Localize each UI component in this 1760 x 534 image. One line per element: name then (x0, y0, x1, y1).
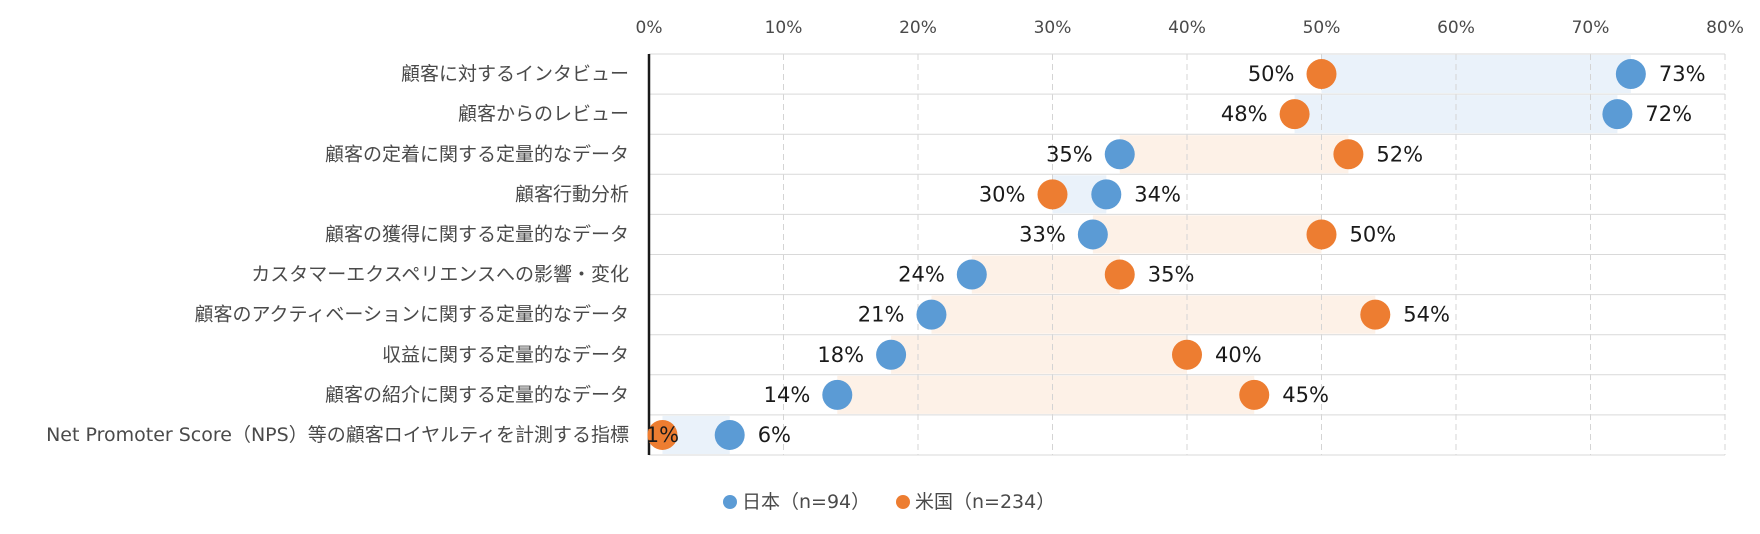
x-tick-label: 0% (636, 18, 663, 38)
legend: 日本（n=94） 米国（n=234） (723, 491, 1055, 513)
us-value-label: 40% (1215, 343, 1262, 367)
us-legend-label: 米国（n=234） (915, 491, 1055, 513)
category-labels: 顧客に対するインタビュー顧客からのレビュー顧客の定着に関する定量的なデータ顧客行… (46, 63, 629, 446)
japan-value-label: 14% (764, 383, 811, 407)
difference-band (837, 375, 1255, 414)
us-marker (1279, 99, 1310, 130)
us-value-label: 52% (1376, 142, 1423, 166)
value-labels: 50% 73% 48% 72% 35% 52% 30% 34% 33% 50% 24% 35% 21% 5… (646, 62, 1706, 447)
difference-band (891, 335, 1187, 374)
japan-value-label: 73% (1659, 62, 1706, 86)
japan-marker (1077, 219, 1108, 250)
japan-marker (916, 299, 947, 330)
us-value-label: 54% (1403, 303, 1450, 327)
category-label: 顧客の定着に関する定量的なデータ (325, 143, 629, 165)
difference-band (971, 255, 1120, 294)
us-marker (1104, 259, 1135, 290)
japan-marker (1104, 139, 1135, 170)
us-marker (1306, 219, 1337, 250)
us-value-label: 30% (979, 182, 1026, 206)
category-label: 顧客からのレビュー (458, 103, 629, 125)
japan-legend-marker (723, 495, 737, 509)
us-value-label: 35% (1148, 263, 1195, 287)
japan-value-label: 34% (1134, 182, 1181, 206)
x-tick-label: 50% (1303, 18, 1341, 38)
x-tick-label: 10% (765, 18, 803, 38)
us-value-label: 45% (1282, 383, 1329, 407)
difference-band (1119, 135, 1349, 174)
difference-band (931, 295, 1376, 334)
japan-marker (876, 339, 907, 370)
us-marker (1333, 139, 1364, 170)
difference-band (1321, 55, 1631, 94)
x-tick-label: 70% (1572, 18, 1610, 38)
gridlines (649, 53, 1726, 456)
x-tick-label: 20% (899, 18, 937, 38)
japan-marker (1615, 59, 1646, 90)
x-tick-label: 40% (1168, 18, 1206, 38)
japan-marker (714, 419, 745, 450)
category-label: カスタマーエクスペリエンスへの影響・変化 (251, 264, 629, 286)
us-value-label: 1% (646, 423, 679, 447)
category-label: 収益に関する定量的なデータ (382, 344, 629, 366)
category-label: Net Promoter Score（NPS）等の顧客ロイヤルティを計測する指標 (46, 424, 629, 446)
us-legend-marker (896, 495, 910, 509)
japan-value-label: 24% (898, 263, 945, 287)
x-tick-label: 60% (1437, 18, 1475, 38)
x-tick-label: 80% (1706, 18, 1744, 38)
category-label: 顧客の獲得に関する定量的なデータ (325, 223, 629, 245)
japan-marker (956, 259, 987, 290)
category-label: 顧客のアクティベーションに関する定量的なデータ (194, 304, 629, 326)
us-marker (1360, 299, 1391, 330)
us-marker (1239, 379, 1270, 410)
x-tick-label: 30% (1034, 18, 1072, 38)
us-value-label: 48% (1221, 102, 1268, 126)
us-value-label: 50% (1248, 62, 1295, 86)
data-markers (647, 59, 1646, 450)
japan-marker (1091, 179, 1122, 210)
difference-bands (662, 55, 1631, 454)
category-label: 顧客に対するインタビュー (401, 63, 629, 85)
difference-band (1092, 215, 1322, 254)
category-label: 顧客行動分析 (515, 183, 629, 205)
us-marker (1306, 59, 1337, 90)
us-value-label: 50% (1350, 222, 1397, 246)
us-marker (1037, 179, 1068, 210)
japan-marker (1602, 99, 1633, 130)
x-axis-ticks: 0% 10% 20% 30% 40% 50% 60% 70% 80% (636, 18, 1744, 38)
japan-value-label: 21% (858, 303, 905, 327)
japan-value-label: 35% (1046, 142, 1093, 166)
japan-marker (822, 379, 853, 410)
us-marker (647, 419, 678, 450)
japan-value-label: 18% (817, 343, 864, 367)
japan-value-label: 72% (1645, 102, 1692, 126)
us-marker (1172, 339, 1202, 370)
japan-value-label: 6% (758, 423, 791, 447)
japan-legend-label: 日本（n=94） (742, 491, 870, 513)
category-label: 顧客の紹介に関する定量的なデータ (325, 384, 629, 406)
japan-value-label: 33% (1019, 222, 1066, 246)
